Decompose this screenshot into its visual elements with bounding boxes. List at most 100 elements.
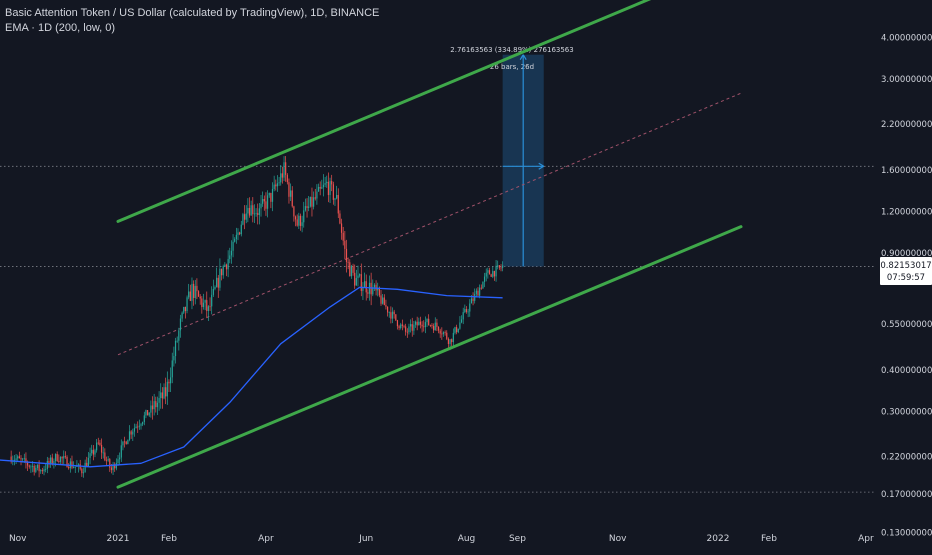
candle-body — [372, 287, 374, 295]
channel-midline[interactable] — [117, 92, 742, 356]
candle-body — [153, 401, 155, 410]
candle-body — [82, 472, 85, 474]
candle-body — [247, 207, 249, 214]
candle-body — [63, 456, 65, 459]
candle-body — [388, 312, 390, 314]
candle-body — [170, 377, 172, 384]
candle-body — [15, 458, 17, 460]
candle-body — [350, 266, 353, 277]
candle-body — [84, 462, 86, 473]
price-tick-label: 0.22000000 — [881, 453, 932, 463]
candle-body — [433, 326, 435, 331]
time-tick-label: Nov — [609, 534, 627, 544]
candle-body — [227, 259, 229, 270]
candle-body — [225, 264, 228, 270]
candle-body — [434, 322, 436, 331]
candle-body — [197, 291, 200, 297]
candle-body — [313, 197, 315, 207]
candle-body — [50, 457, 52, 464]
candle-body — [243, 214, 246, 220]
candle-body — [275, 184, 277, 187]
candle-body — [201, 298, 203, 307]
candle-body — [340, 223, 343, 233]
candle-body — [344, 240, 346, 249]
candle-body — [311, 196, 313, 207]
candle-body — [426, 318, 428, 323]
candle-body — [497, 265, 499, 267]
candle-body — [13, 459, 16, 461]
candle-body — [444, 332, 446, 334]
candle-body — [18, 456, 20, 459]
candle-body — [337, 194, 339, 214]
candle-body — [191, 283, 193, 301]
candle-body — [109, 459, 111, 468]
channel-lines[interactable] — [116, 0, 743, 489]
candle-body — [38, 464, 40, 472]
candle-body — [355, 278, 357, 286]
candle-body — [258, 208, 260, 215]
channel-upper-line[interactable] — [116, 0, 741, 223]
candle-body — [206, 300, 208, 311]
candle-body — [138, 425, 140, 427]
candle-body — [462, 312, 464, 320]
candle-body — [105, 460, 108, 462]
candle-body — [276, 183, 279, 187]
channel-lower-line[interactable] — [116, 225, 743, 489]
candle-body — [286, 174, 288, 183]
candle-body — [289, 190, 292, 197]
indicator-legend[interactable]: EMA · 1D (200, low, 0) — [5, 22, 116, 34]
candle-body — [99, 442, 101, 445]
candle-body — [263, 199, 265, 202]
candle-body — [245, 213, 247, 220]
measure-label-bars: 26 bars, 26d — [490, 63, 534, 71]
measure-tool[interactable]: 2.76163563 (334.89%) 276163563 26 bars, … — [450, 46, 574, 267]
candle-body — [322, 184, 325, 188]
candle-body — [89, 453, 91, 458]
candle-body — [73, 467, 75, 468]
candle-body — [487, 270, 489, 273]
candle-body — [314, 197, 316, 199]
candle-body — [112, 464, 114, 471]
candle-body — [160, 392, 162, 399]
candle-body — [189, 291, 191, 301]
candle-body — [334, 198, 336, 200]
candle-body — [31, 465, 34, 467]
candle-body — [469, 303, 471, 312]
candle-body — [456, 327, 458, 333]
candle-body — [465, 309, 468, 312]
candle-body — [76, 466, 78, 467]
candle-body — [488, 270, 491, 275]
candle-body — [174, 340, 177, 357]
candle-body — [119, 457, 121, 460]
candle-body — [391, 311, 394, 319]
candle-body — [382, 297, 384, 304]
candle-body — [271, 189, 274, 202]
candle-body — [459, 322, 461, 329]
candle-body — [383, 297, 385, 306]
candle-body — [165, 387, 167, 397]
candle-body — [234, 239, 236, 242]
time-tick-label: Feb — [161, 534, 177, 544]
candle-body — [441, 333, 443, 335]
candle-body — [150, 405, 152, 413]
candle-body — [128, 431, 131, 440]
candle-body — [365, 281, 367, 293]
candle-body — [209, 306, 211, 308]
candle-body — [262, 199, 264, 204]
price-tick-label: 4.00000000 — [881, 33, 932, 43]
candle-body — [457, 328, 459, 333]
candle-body — [299, 215, 302, 226]
candle-body — [495, 265, 497, 277]
candle-body — [248, 207, 251, 216]
candle-body — [317, 186, 320, 192]
candle-body — [475, 290, 477, 294]
time-axis[interactable]: Nov 2021 Feb Apr Jun Aug Sep Nov 2022 Feb Apr — [0, 527, 876, 550]
candle-body — [232, 241, 234, 251]
channel-midline-segment[interactable] — [117, 92, 742, 356]
candle-body — [331, 181, 333, 185]
candle-body — [239, 232, 241, 235]
candle-body — [492, 271, 494, 277]
candle-body — [202, 302, 205, 307]
